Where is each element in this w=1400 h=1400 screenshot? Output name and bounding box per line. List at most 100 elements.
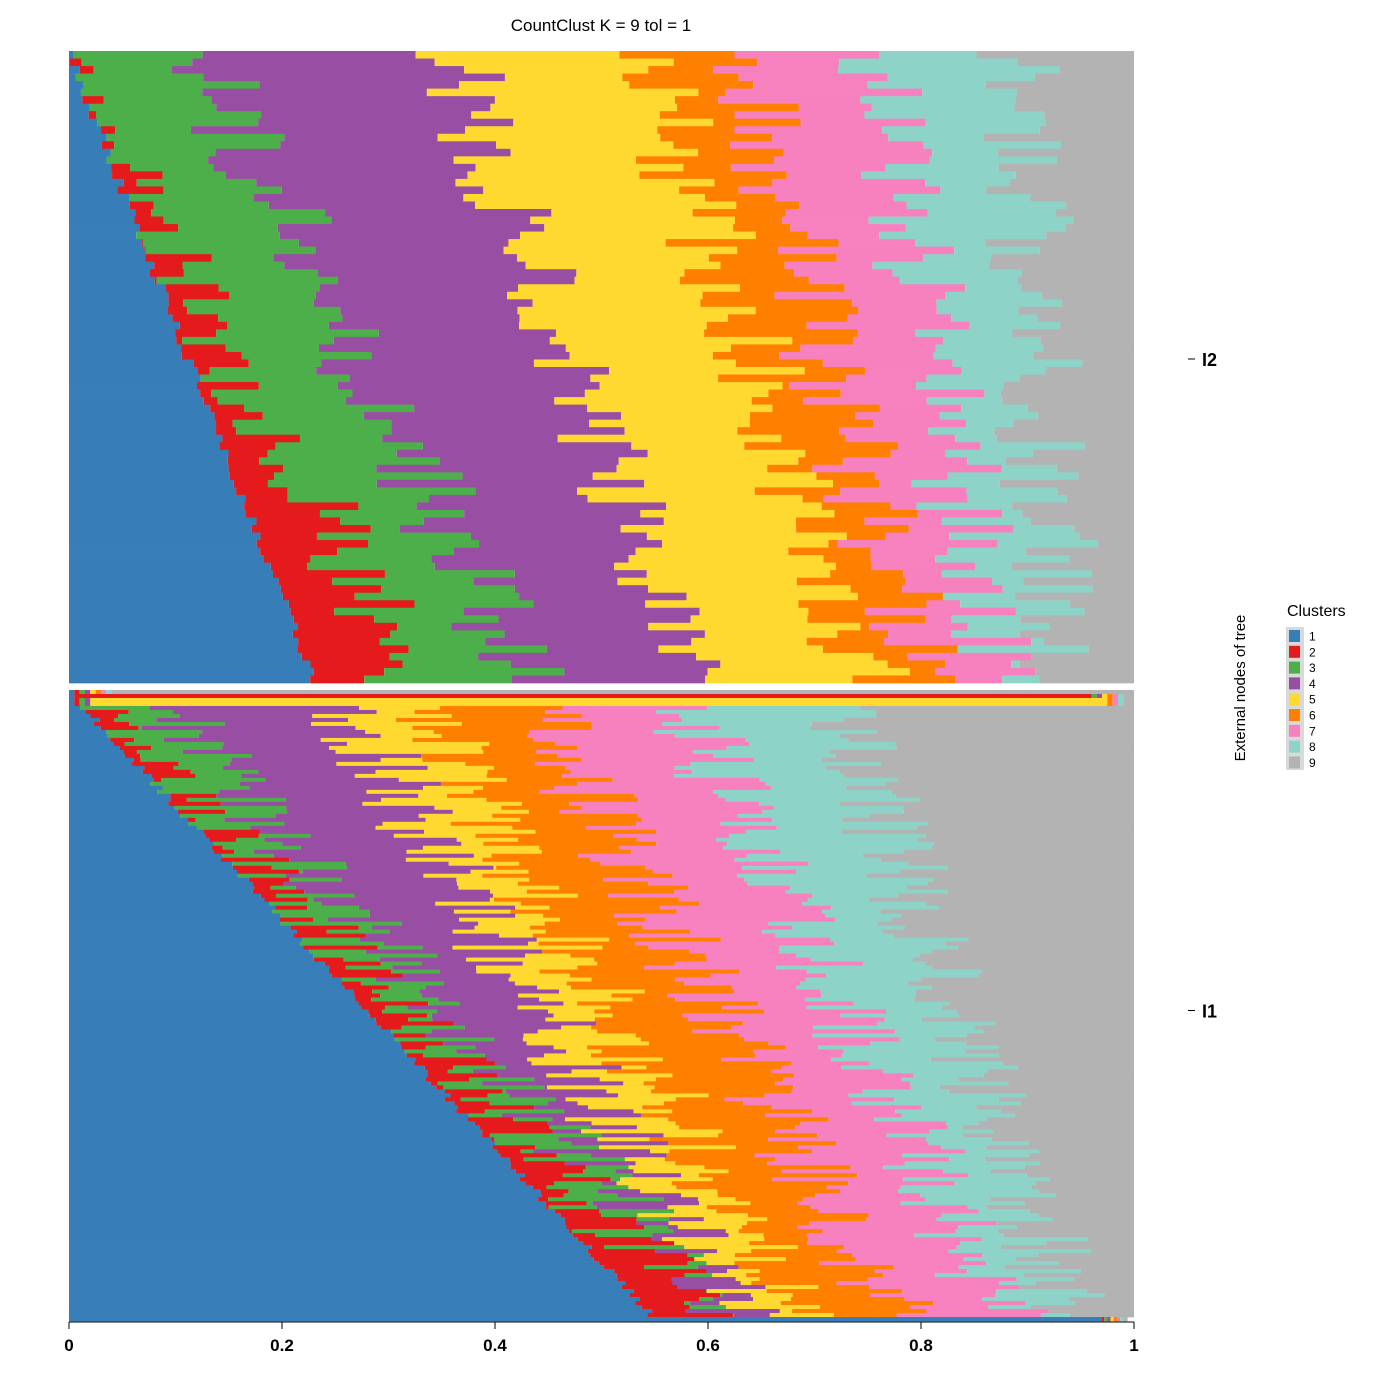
bar-segment-cluster-7 xyxy=(577,781,766,787)
bar-segment-cluster-4 xyxy=(223,765,428,771)
bar-segment-cluster-3 xyxy=(389,652,479,661)
bar-segment-cluster-4 xyxy=(668,1217,704,1222)
bar-segment-cluster-4 xyxy=(338,276,575,285)
bar-segment-cluster-6 xyxy=(850,585,903,594)
bar-I1-10 xyxy=(69,725,1134,731)
bar-segment-cluster-5 xyxy=(380,733,442,739)
bar-segment-cluster-3 xyxy=(354,592,520,601)
bar-segment-cluster-3 xyxy=(156,276,339,285)
bar-segment-cluster-1 xyxy=(69,901,270,906)
bar-segment-cluster-3 xyxy=(267,479,377,488)
bar-segment-cluster-2 xyxy=(454,1101,490,1106)
bar-segment-cluster-8 xyxy=(967,457,1006,466)
bar-segment-cluster-8 xyxy=(744,877,934,883)
bar-segment-cluster-6 xyxy=(447,793,635,799)
bar-segment-cluster-3 xyxy=(732,1313,734,1318)
bar-segment-cluster-2 xyxy=(100,725,139,731)
bar-segment-cluster-8 xyxy=(981,1237,1088,1242)
bar-I2-26 xyxy=(69,239,1134,247)
bar-segment-cluster-1 xyxy=(69,801,169,807)
bar-segment-cluster-7 xyxy=(806,321,970,330)
bar-segment-cluster-6 xyxy=(675,1121,801,1126)
bar-segment-cluster-1 xyxy=(69,1025,381,1030)
bar-segment-cluster-4 xyxy=(472,1069,572,1074)
bar-segment-cluster-8 xyxy=(894,1097,999,1102)
bar-segment-cluster-2 xyxy=(154,276,157,285)
bar-segment-cluster-5 xyxy=(426,88,699,97)
bar-segment-cluster-2 xyxy=(251,525,371,533)
x-tick-label: 1 xyxy=(1129,1336,1138,1355)
bar-segment-cluster-2 xyxy=(1102,1317,1105,1322)
bar-I1-146 xyxy=(69,1269,1134,1274)
bar-segment-cluster-7 xyxy=(869,1285,1020,1290)
bar-segment-cluster-4 xyxy=(173,709,377,715)
bar-segment-cluster-4 xyxy=(211,96,495,105)
bar-segment-cluster-6 xyxy=(792,1293,870,1298)
bar-segment-cluster-2 xyxy=(369,1013,428,1018)
bar-segment-cluster-7 xyxy=(590,857,735,863)
bar-I1-120 xyxy=(69,1165,1134,1170)
bar-segment-cluster-6 xyxy=(708,1093,765,1098)
bar-segment-cluster-7 xyxy=(786,171,862,180)
bar-segment-cluster-2 xyxy=(491,1137,495,1142)
bar-segment-cluster-7 xyxy=(800,118,926,127)
bar-segment-cluster-2 xyxy=(355,997,372,1002)
bar-segment-cluster-8 xyxy=(944,449,1033,458)
bar-segment-cluster-4 xyxy=(663,1197,698,1202)
bar-segment-cluster-8 xyxy=(895,1029,983,1034)
bar-segment-cluster-4 xyxy=(190,126,466,135)
bar-segment-cluster-7 xyxy=(890,502,917,511)
bar-I2-75 xyxy=(69,607,1134,616)
bar-segment-cluster-1 xyxy=(69,1049,405,1054)
bar-segment-cluster-3 xyxy=(643,1265,698,1270)
bar-segment-cluster-3 xyxy=(599,1209,675,1214)
bar-segment-cluster-8 xyxy=(779,945,959,950)
bar-segment-cluster-8 xyxy=(780,849,905,855)
bar-I2-3 xyxy=(69,66,1134,74)
bar-segment-cluster-1 xyxy=(69,1117,468,1122)
bar-segment-cluster-9 xyxy=(1024,1201,1134,1206)
bar-segment-cluster-9 xyxy=(976,1105,1134,1110)
bar-segment-cluster-3 xyxy=(163,216,332,225)
bar-segment-cluster-8 xyxy=(768,921,879,926)
bar-segment-cluster-3 xyxy=(114,717,157,723)
bar-segment-cluster-1 xyxy=(69,1205,547,1210)
bar-segment-cluster-2 xyxy=(310,675,365,684)
bar-segment-cluster-4 xyxy=(437,953,526,958)
bar-segment-cluster-9 xyxy=(1123,693,1134,699)
bar-segment-cluster-9 xyxy=(934,1037,1134,1042)
bar-segment-cluster-1 xyxy=(69,701,75,707)
bar-segment-cluster-3 xyxy=(241,351,372,360)
bar-segment-cluster-8 xyxy=(867,81,986,89)
bar-segment-cluster-5 xyxy=(559,989,645,994)
bar-segment-cluster-8 xyxy=(734,857,881,863)
bar-segment-cluster-8 xyxy=(960,600,1071,609)
bar-segment-cluster-3 xyxy=(568,1189,598,1194)
bar-segment-cluster-6 xyxy=(734,1261,820,1266)
bar-I2-38 xyxy=(69,329,1134,338)
bar-segment-cluster-9 xyxy=(939,1085,1134,1090)
bar-I1-105 xyxy=(69,1105,1134,1110)
bar-segment-cluster-4 xyxy=(475,487,578,496)
bar-segment-cluster-3 xyxy=(145,246,316,255)
bar-segment-cluster-2 xyxy=(129,201,154,210)
bar-segment-cluster-4 xyxy=(505,1089,607,1094)
bar-segment-cluster-3 xyxy=(186,797,287,803)
bar-segment-cluster-4 xyxy=(360,937,537,942)
bar-segment-cluster-1 xyxy=(69,1057,416,1062)
bar-segment-cluster-2 xyxy=(213,849,235,855)
bar-segment-cluster-9 xyxy=(1082,359,1134,368)
bar-segment-cluster-1 xyxy=(69,1069,428,1074)
bar-segment-cluster-6 xyxy=(772,404,880,413)
bar-segment-cluster-6 xyxy=(654,1085,794,1090)
bar-segment-cluster-7 xyxy=(545,709,657,715)
bar-segment-cluster-9 xyxy=(1066,494,1134,503)
bar-I1-87 xyxy=(69,1033,1134,1038)
bar-segment-cluster-1 xyxy=(69,427,217,436)
bar-segment-cluster-1 xyxy=(69,1301,636,1306)
bar-segment-cluster-3 xyxy=(93,66,172,74)
bar-I1-7 xyxy=(69,713,1134,719)
bar-segment-cluster-3 xyxy=(209,367,317,375)
bar-I2-19 xyxy=(69,186,1134,195)
bar-segment-cluster-6 xyxy=(590,1053,756,1058)
